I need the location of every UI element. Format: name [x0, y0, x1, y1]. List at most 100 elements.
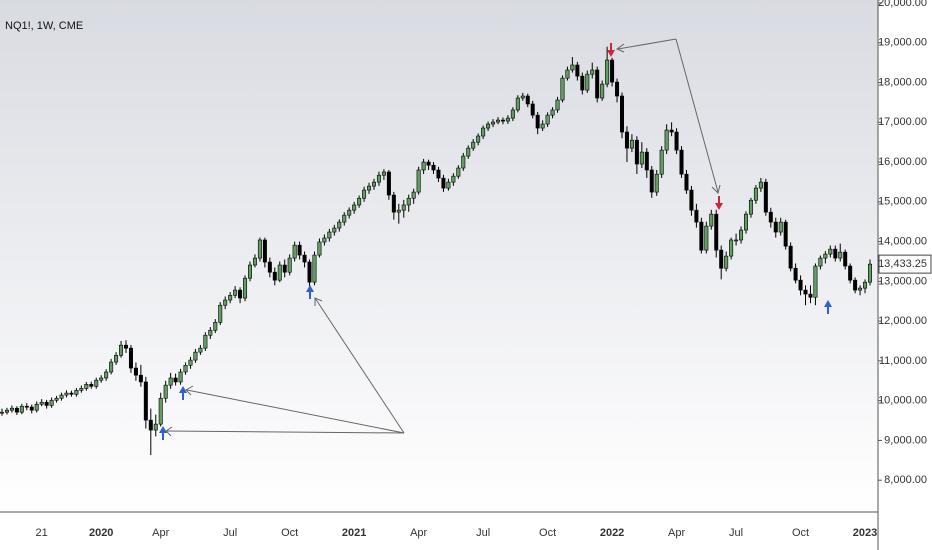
candle-body	[228, 294, 233, 301]
annotation-line	[166, 430, 405, 434]
candle-body	[783, 221, 788, 247]
candle-body	[704, 225, 709, 251]
candle-body	[639, 151, 644, 165]
y-tick-label: 18,000.00	[878, 76, 927, 88]
candle-body	[183, 364, 188, 373]
candle-body	[34, 403, 39, 411]
candle-body	[213, 322, 218, 331]
candle-body	[575, 64, 580, 77]
candle-body	[371, 181, 376, 187]
x-tick-label: Apr	[668, 527, 685, 539]
candle-body	[555, 99, 560, 111]
candle-body	[128, 347, 133, 369]
candle-body	[773, 221, 778, 233]
candle-body	[322, 237, 327, 243]
candle-body	[684, 173, 689, 191]
candle-body	[203, 334, 208, 349]
x-tick-label: 2022	[600, 527, 624, 539]
candle-body	[500, 119, 505, 122]
candle-body	[29, 406, 34, 411]
candle-body	[49, 399, 54, 406]
candles	[0, 46, 872, 456]
candle-body	[352, 204, 357, 211]
candle-body	[595, 69, 600, 99]
candle-body	[610, 59, 615, 83]
candle-body	[491, 121, 496, 125]
candle-body	[74, 390, 79, 395]
candle-body	[238, 289, 243, 299]
candle-body	[515, 97, 520, 111]
candle-body	[0, 411, 5, 414]
candle-body	[441, 177, 446, 189]
candle-body	[153, 423, 158, 431]
candle-body	[347, 209, 352, 216]
candle-body	[386, 171, 391, 196]
annotation-line	[675, 38, 719, 193]
candle-body	[19, 405, 24, 413]
candle-body	[317, 241, 322, 256]
x-tick-label: Oct	[539, 527, 556, 539]
candle-body	[332, 227, 337, 233]
candle-body	[659, 149, 664, 175]
candle-body	[178, 371, 183, 383]
candle-body	[644, 151, 649, 171]
candle-body	[669, 129, 674, 133]
candle-body	[788, 245, 793, 269]
candle-body	[590, 69, 595, 75]
candle-body	[193, 351, 198, 361]
candle-body	[163, 384, 168, 399]
candle-body	[357, 197, 362, 206]
y-tick-label: 10,000.00	[878, 395, 927, 407]
y-tick-label: 20,000.00	[878, 0, 927, 9]
y-tick-label: 16,000.00	[878, 156, 927, 168]
candle-body	[337, 221, 342, 229]
annotation-line	[617, 38, 677, 50]
x-tick-label: 2021	[342, 527, 366, 539]
candle-body	[307, 261, 312, 283]
candle-body	[743, 213, 748, 231]
candle-body	[753, 187, 758, 201]
y-tick-label: 12,000.00	[878, 315, 927, 327]
x-tick-label: Apr	[410, 527, 427, 539]
candle-body	[14, 407, 19, 413]
candle-body	[411, 191, 416, 199]
candle-body	[739, 229, 744, 241]
candle-body	[4, 409, 9, 413]
candle-body	[863, 281, 868, 289]
candle-body	[619, 95, 624, 133]
candle-body	[466, 147, 471, 157]
candle-body	[406, 197, 411, 206]
x-tick-label: Jul	[223, 527, 237, 539]
candle-body	[114, 355, 119, 363]
candle-body	[104, 371, 109, 379]
candle-body	[570, 64, 575, 71]
last-price-box	[878, 254, 932, 274]
sell-arrow	[607, 43, 615, 57]
candle-body	[481, 127, 486, 137]
candle-body	[629, 139, 634, 149]
candle-body	[729, 239, 734, 257]
candle-body	[486, 123, 491, 129]
candle-body	[565, 69, 570, 79]
candle-body	[843, 251, 848, 267]
y-tick-label: 19,000.00	[878, 37, 927, 49]
candle-body	[600, 83, 605, 99]
candle-body	[853, 279, 858, 291]
candle-body	[267, 261, 272, 273]
signal-arrows	[159, 43, 832, 440]
x-tick-label: Jul	[476, 527, 490, 539]
last-price-label: 13,433.25	[878, 258, 927, 270]
candle-body	[64, 392, 69, 396]
candle-body	[867, 263, 872, 283]
candle-body	[724, 255, 729, 269]
candle-body	[838, 251, 843, 259]
candle-body	[223, 299, 228, 306]
candle-body	[768, 211, 773, 223]
candle-body	[54, 397, 59, 401]
candle-body	[143, 381, 148, 421]
y-tick-label: 13,000.00	[878, 275, 927, 287]
candle-body	[803, 289, 808, 295]
candle-body	[233, 289, 238, 296]
candle-body	[808, 293, 813, 298]
candle-body	[188, 359, 193, 366]
